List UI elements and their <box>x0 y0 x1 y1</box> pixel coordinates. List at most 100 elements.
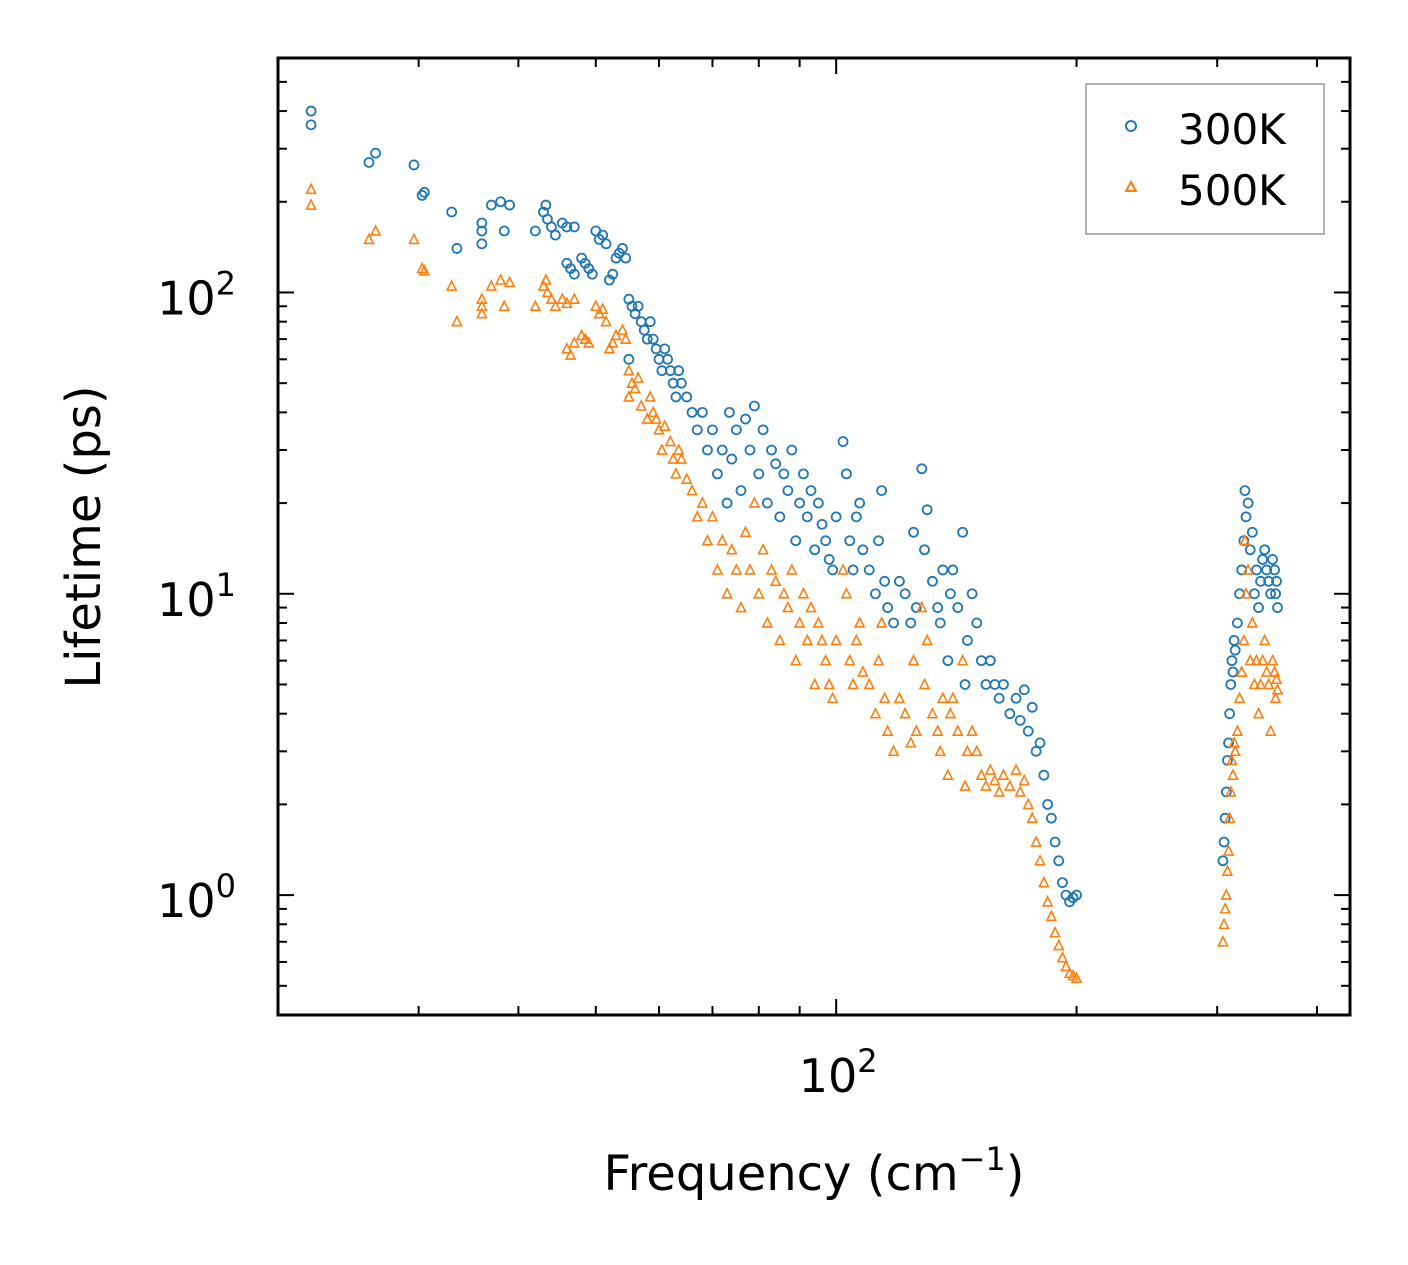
point-500k <box>600 314 612 327</box>
point-500k <box>778 586 790 599</box>
point-300k <box>882 602 894 613</box>
point-300k <box>476 217 488 229</box>
point-300k <box>638 324 650 336</box>
point-300k <box>549 229 561 241</box>
point-300k <box>305 119 317 131</box>
point-300k <box>1226 655 1238 667</box>
point-500k <box>545 292 558 304</box>
point-300k <box>827 564 839 576</box>
point-500k <box>956 653 969 666</box>
point-300k <box>916 463 928 475</box>
point-500k <box>847 677 859 690</box>
point-500k <box>619 332 632 344</box>
point-500k <box>716 533 729 546</box>
series-500k <box>305 182 1284 983</box>
point-300k <box>1056 877 1068 889</box>
point-300k <box>659 343 671 355</box>
point-300k <box>1045 812 1057 824</box>
point-500k <box>910 724 923 736</box>
point-500k <box>947 691 959 704</box>
point-500k <box>606 336 619 348</box>
point-300k <box>908 526 919 538</box>
legend-label-500k: 500K <box>1178 166 1287 215</box>
point-300k <box>504 199 516 211</box>
point-300k <box>786 444 798 456</box>
point-300k <box>937 564 949 576</box>
point-500k <box>1244 653 1257 666</box>
point-500k <box>632 371 644 383</box>
point-500k <box>691 510 704 522</box>
point-300k <box>919 544 930 556</box>
point-500k <box>1219 902 1231 914</box>
point-500k <box>721 586 733 599</box>
point-500k <box>1222 844 1235 856</box>
point-500k <box>1217 934 1229 947</box>
point-500k <box>582 336 595 348</box>
point-300k <box>1259 544 1271 556</box>
point-500k <box>1052 938 1065 951</box>
point-300k <box>1218 836 1230 848</box>
point-500k <box>1038 875 1050 888</box>
point-500k <box>1004 779 1016 791</box>
point-500k <box>1250 653 1263 666</box>
point-500k <box>970 744 983 757</box>
point-300k <box>753 468 765 480</box>
point-300k <box>446 206 458 218</box>
point-300k <box>820 535 832 547</box>
point-500k <box>485 279 498 291</box>
point-300k <box>905 617 917 629</box>
point-300k <box>1071 889 1082 901</box>
point-500k <box>757 542 769 555</box>
point-500k <box>989 773 1001 786</box>
point-300k <box>893 575 905 587</box>
point-500k <box>774 633 786 646</box>
point-300k <box>888 617 899 629</box>
point-500k <box>629 381 641 394</box>
point-500k <box>1271 683 1284 695</box>
point-300k <box>1249 588 1260 600</box>
point-500k <box>1270 672 1283 685</box>
y-tick-label: 102 <box>157 264 236 325</box>
point-300k <box>691 424 703 436</box>
x-axis-label: Frequency (cm−1) <box>603 1140 1024 1202</box>
point-300k <box>766 444 777 456</box>
point-500k <box>711 563 724 575</box>
point-500k <box>915 600 928 613</box>
point-500k <box>1239 533 1251 546</box>
point-500k <box>623 390 635 402</box>
point-500k <box>907 653 920 666</box>
point-500k <box>881 724 894 736</box>
point-300k <box>1229 644 1241 656</box>
point-500k <box>579 332 592 344</box>
point-300k <box>1251 564 1262 576</box>
point-500k <box>672 443 685 455</box>
legend: 300K 500K <box>1085 83 1325 235</box>
point-300k <box>1240 511 1252 523</box>
point-500k <box>1252 706 1265 719</box>
point-500k <box>966 724 978 736</box>
point-500k <box>1010 763 1022 775</box>
point-500k <box>984 763 997 775</box>
point-300k <box>744 444 756 456</box>
point-500k <box>670 467 682 479</box>
tick-labels: 102 100 101 102 <box>157 264 878 1103</box>
point-300k <box>1224 708 1236 720</box>
point-500k <box>1022 797 1035 810</box>
point-500k <box>1034 853 1046 866</box>
point-500k <box>823 677 835 690</box>
point-300k <box>597 229 609 241</box>
point-300k <box>568 268 580 280</box>
point-500k <box>369 224 382 236</box>
point-300k <box>1239 485 1251 497</box>
point-300k <box>899 588 911 600</box>
point-300k <box>830 511 842 523</box>
point-300k <box>805 485 817 497</box>
point-300k <box>841 468 852 480</box>
point-500k <box>540 273 552 285</box>
point-300k <box>408 159 420 171</box>
point-500k <box>1266 653 1279 666</box>
point-500k <box>696 496 709 508</box>
point-300k <box>798 468 809 480</box>
point-300k <box>934 617 946 629</box>
